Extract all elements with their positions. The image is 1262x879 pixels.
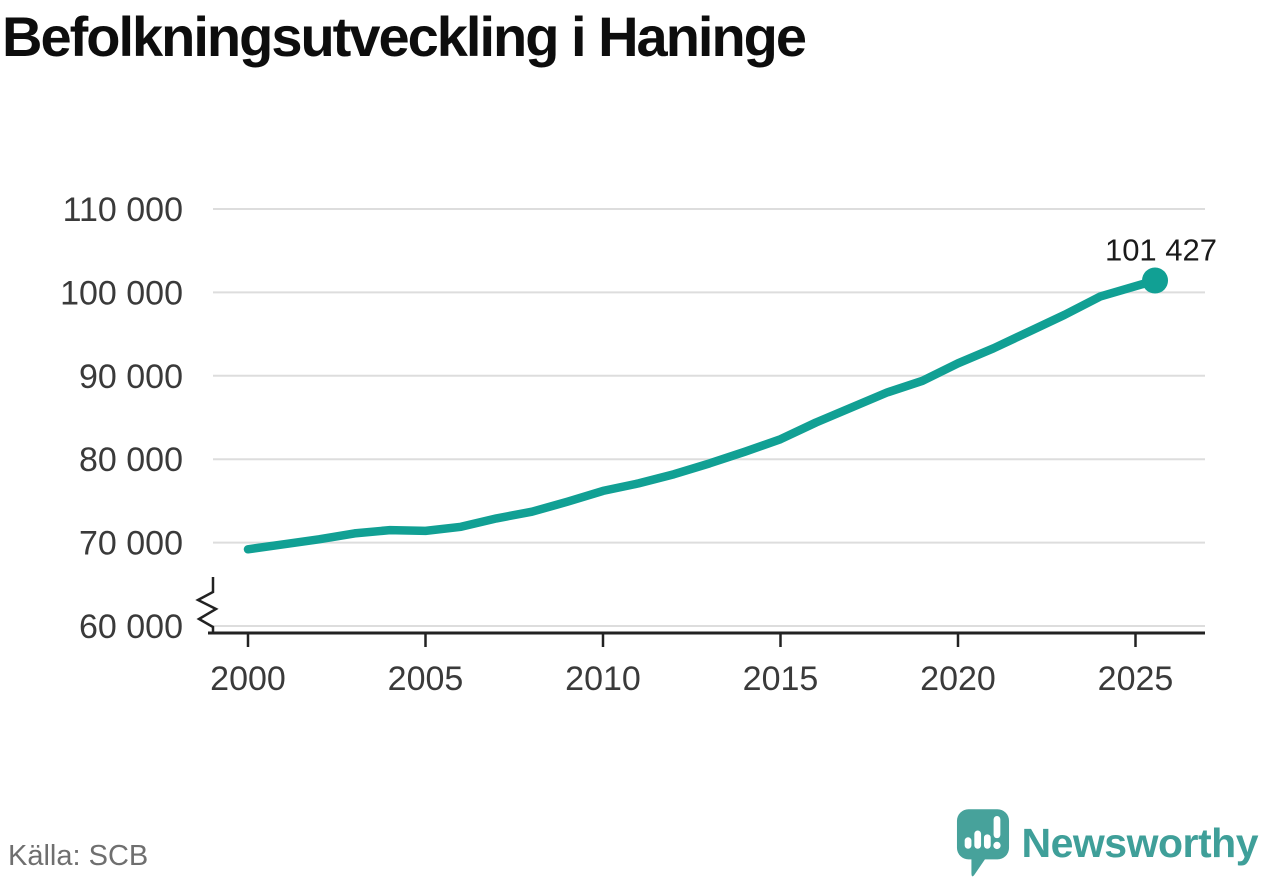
y-axis-tick-label: 70 000 <box>79 525 183 563</box>
y-axis-tick-label: 110 000 <box>63 191 183 229</box>
logo-bar-medium <box>983 834 991 849</box>
y-axis-tick-label: 100 000 <box>60 274 183 312</box>
x-axis-tick-label: 2000 <box>210 660 286 698</box>
x-axis-tick-label: 2005 <box>388 660 464 698</box>
end-value-label: 101 427 <box>1105 232 1217 267</box>
x-axis-tick-label: 2010 <box>565 660 641 698</box>
x-axis-tick-label: 2020 <box>920 660 996 698</box>
logo-exclamation-stem <box>993 816 1000 839</box>
logo-bar-tall <box>973 830 981 849</box>
newsworthy-brand: Newsworthy <box>956 808 1259 878</box>
y-axis-tick-label: 80 000 <box>79 441 183 479</box>
x-axis-tick-label: 2025 <box>1098 660 1174 698</box>
newsworthy-logo-icon <box>956 809 1009 877</box>
source-attribution: Källa: SCB <box>8 840 149 872</box>
newsworthy-wordmark: Newsworthy <box>1021 820 1259 866</box>
logo-exclamation-dot <box>992 841 1001 850</box>
y-axis-tick-label: 60 000 <box>79 608 183 646</box>
end-point-dot <box>1142 267 1169 294</box>
logo-bar-small <box>964 837 971 849</box>
population-line <box>243 276 1160 554</box>
x-axis-tick-label: 2015 <box>743 660 819 698</box>
axis-break-icon <box>195 577 219 633</box>
page-title: Befolkningsutveckling i Haninge <box>2 5 807 68</box>
y-axis-tick-label: 90 000 <box>79 358 183 396</box>
